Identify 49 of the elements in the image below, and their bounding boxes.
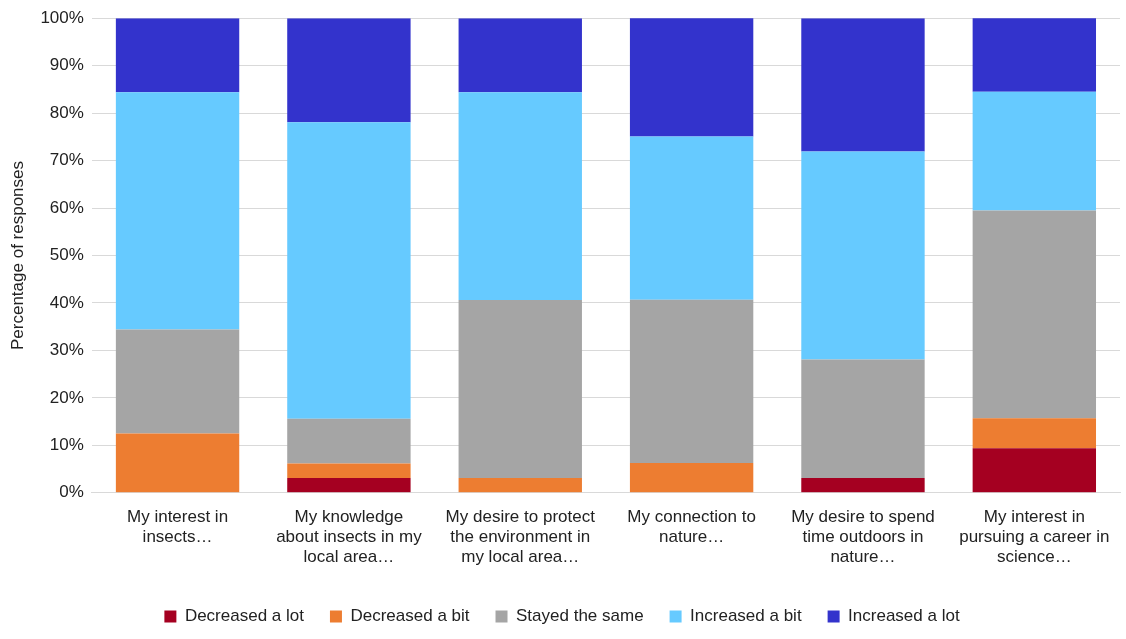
bar xyxy=(115,433,240,493)
x-tick-label: My interest in pursuing a career in science… xyxy=(959,506,1110,567)
x-tick-label: My desire to spend time outdoors in nature… xyxy=(791,506,935,567)
bar xyxy=(287,18,411,123)
y-tick-label: 10% xyxy=(49,435,84,455)
bar xyxy=(629,136,754,300)
y-tick-label: 70% xyxy=(49,150,84,170)
bar xyxy=(801,18,925,152)
y-tick-label: 50% xyxy=(49,245,84,265)
y-tick-label: 80% xyxy=(49,102,84,122)
bar xyxy=(287,478,411,493)
bar xyxy=(115,92,240,330)
bar xyxy=(801,359,925,479)
bar xyxy=(458,300,582,479)
bar xyxy=(287,122,411,419)
legend-label: Increased a lot xyxy=(848,606,960,626)
bar xyxy=(972,418,1097,449)
legend-label: Decreased a bit xyxy=(350,606,470,626)
y-tick-label: 90% xyxy=(49,55,84,75)
bar xyxy=(629,18,754,137)
legend-label: Increased a bit xyxy=(690,606,802,626)
y-tick-label: 20% xyxy=(49,387,84,407)
bar xyxy=(972,448,1097,493)
legend-label: Decreased a lot xyxy=(184,606,305,626)
x-tick-label: My desire to protect the environment in my local area… xyxy=(445,506,596,567)
bar xyxy=(287,463,411,479)
y-tick-label: 60% xyxy=(49,197,84,217)
bar xyxy=(629,462,754,493)
bar xyxy=(629,299,754,463)
y-tick-label: 100% xyxy=(40,7,84,27)
y-tick-label: 0% xyxy=(59,482,84,502)
x-tick-label: My knowledge about insects in my local area… xyxy=(276,506,423,567)
y-tick-label: 30% xyxy=(49,340,84,360)
bar xyxy=(115,329,240,434)
bar xyxy=(287,418,411,464)
legend-label: Stayed the same xyxy=(516,606,644,626)
bar xyxy=(115,18,240,93)
bar xyxy=(972,91,1097,211)
bar xyxy=(458,92,582,301)
x-tick-label: My connection to nature… xyxy=(627,506,756,547)
y-tick-label: 40% xyxy=(49,292,84,312)
bar xyxy=(458,478,582,493)
bar xyxy=(801,151,925,360)
x-tick-label: My interest in insects… xyxy=(127,506,229,547)
bar xyxy=(458,18,582,93)
bar xyxy=(801,478,925,493)
bar xyxy=(972,210,1097,419)
y-axis-title: Percentage of responses xyxy=(7,160,27,351)
bar xyxy=(972,18,1097,92)
